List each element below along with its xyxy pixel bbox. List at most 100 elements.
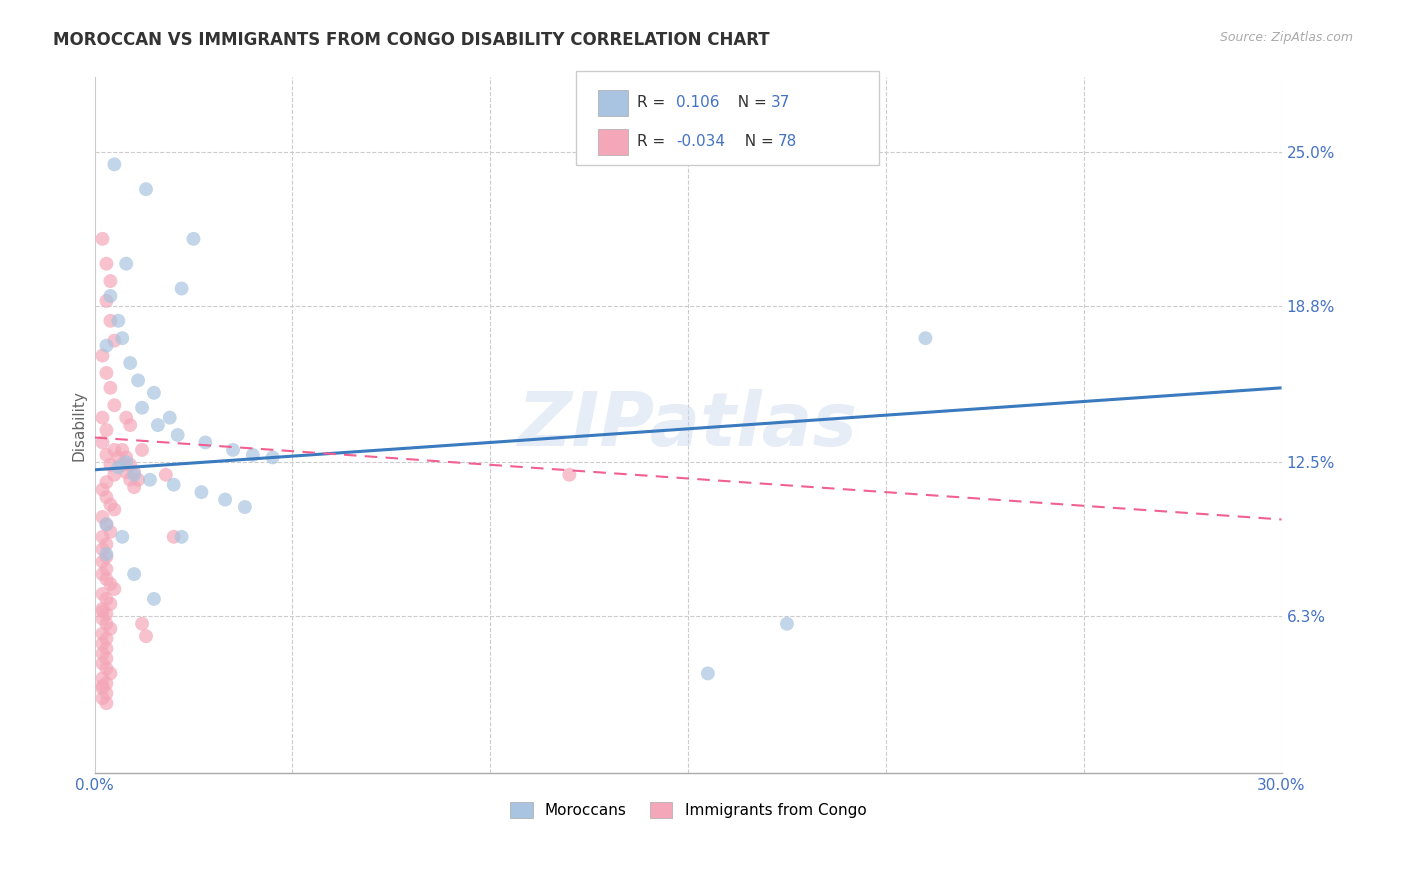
- Point: [91, 637, 114, 651]
- Point: [135, 182, 157, 196]
- Point: [91, 555, 114, 569]
- Point: [96, 696, 118, 710]
- Point: [96, 448, 118, 462]
- Point: [914, 331, 936, 345]
- Point: [96, 676, 118, 690]
- Point: [96, 366, 118, 380]
- Point: [131, 616, 153, 631]
- Point: [96, 616, 118, 631]
- Point: [115, 450, 138, 465]
- Point: [242, 448, 264, 462]
- Point: [111, 331, 134, 345]
- Point: [131, 401, 153, 415]
- Text: ZIPatlas: ZIPatlas: [517, 389, 858, 461]
- Point: [91, 681, 114, 696]
- Point: [131, 442, 153, 457]
- Point: [91, 510, 114, 524]
- Point: [159, 410, 181, 425]
- Point: [96, 661, 118, 675]
- Point: [91, 691, 114, 706]
- Point: [100, 381, 122, 395]
- Point: [96, 632, 118, 646]
- Point: [127, 473, 149, 487]
- Point: [214, 492, 236, 507]
- Point: [233, 500, 256, 514]
- Point: [96, 257, 118, 271]
- Text: R =: R =: [637, 95, 671, 111]
- Point: [96, 641, 118, 656]
- Point: [103, 442, 125, 457]
- Point: [103, 502, 125, 516]
- Point: [120, 473, 142, 487]
- Point: [103, 582, 125, 596]
- Point: [100, 314, 122, 328]
- Point: [91, 567, 114, 582]
- Point: [100, 597, 122, 611]
- Point: [96, 423, 118, 437]
- Text: 37: 37: [770, 95, 790, 111]
- Point: [190, 485, 212, 500]
- Point: [100, 524, 122, 539]
- Point: [183, 232, 205, 246]
- Point: [91, 602, 114, 616]
- Point: [107, 460, 129, 475]
- Point: [122, 467, 145, 482]
- Point: [96, 475, 118, 490]
- Point: [776, 616, 799, 631]
- Text: MOROCCAN VS IMMIGRANTS FROM CONGO DISABILITY CORRELATION CHART: MOROCCAN VS IMMIGRANTS FROM CONGO DISABI…: [53, 31, 770, 49]
- Text: N =: N =: [728, 95, 772, 111]
- Point: [111, 458, 134, 472]
- Point: [91, 679, 114, 693]
- Point: [142, 385, 165, 400]
- Point: [91, 657, 114, 671]
- Point: [91, 587, 114, 601]
- Point: [163, 530, 186, 544]
- Text: R =: R =: [637, 135, 671, 150]
- Point: [127, 373, 149, 387]
- Point: [194, 435, 217, 450]
- Point: [146, 418, 169, 433]
- Point: [96, 517, 118, 532]
- Point: [96, 338, 118, 352]
- Point: [91, 530, 114, 544]
- Point: [100, 666, 122, 681]
- Point: [91, 672, 114, 686]
- Point: [170, 530, 193, 544]
- Point: [107, 450, 129, 465]
- Point: [96, 562, 118, 576]
- Point: [96, 686, 118, 700]
- Point: [96, 651, 118, 665]
- Point: [163, 477, 186, 491]
- Point: [91, 647, 114, 661]
- Point: [142, 591, 165, 606]
- Point: [103, 467, 125, 482]
- Point: [107, 314, 129, 328]
- Point: [96, 490, 118, 504]
- Point: [139, 473, 162, 487]
- Point: [91, 435, 114, 450]
- Point: [91, 612, 114, 626]
- Text: -0.034: -0.034: [676, 135, 725, 150]
- Point: [100, 622, 122, 636]
- Point: [96, 537, 118, 551]
- Point: [166, 428, 188, 442]
- Point: [120, 356, 142, 370]
- Point: [91, 542, 114, 557]
- Point: [122, 567, 145, 582]
- Point: [222, 442, 245, 457]
- Text: N =: N =: [735, 135, 779, 150]
- Point: [115, 257, 138, 271]
- Point: [96, 549, 118, 564]
- Point: [100, 458, 122, 472]
- Text: 78: 78: [778, 135, 797, 150]
- Point: [135, 629, 157, 643]
- Point: [96, 547, 118, 561]
- Y-axis label: Disability: Disability: [72, 390, 86, 460]
- Point: [100, 274, 122, 288]
- Point: [115, 410, 138, 425]
- Point: [115, 465, 138, 479]
- Point: [103, 157, 125, 171]
- Point: [100, 577, 122, 591]
- Point: [100, 289, 122, 303]
- Text: 0.106: 0.106: [676, 95, 720, 111]
